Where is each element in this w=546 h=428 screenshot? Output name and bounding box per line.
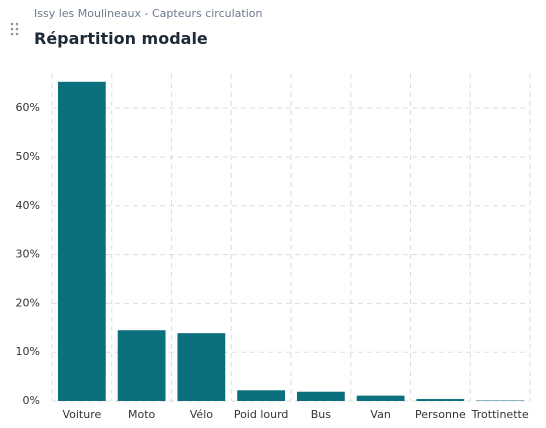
y-tick-label: 50% [16, 150, 40, 163]
y-tick-label: 0% [23, 394, 40, 407]
drag-handle[interactable] [10, 21, 20, 41]
y-tick-label: 40% [16, 199, 40, 212]
bar [177, 333, 226, 401]
y-tick-label: 60% [16, 101, 40, 114]
y-tick-label: 20% [16, 296, 40, 309]
x-tick-label: Trottinette [471, 408, 529, 421]
x-tick-label: Poid lourd [234, 408, 289, 421]
bar [416, 399, 465, 401]
x-tick-label: Bus [311, 408, 332, 421]
x-tick-label: Personne [415, 408, 466, 421]
subtitle: Issy les Moulineaux - Capteurs circulati… [34, 7, 263, 20]
y-tick-label: 30% [16, 248, 40, 261]
bar [296, 391, 345, 401]
x-tick-label: Voiture [62, 408, 101, 421]
chart-title: Répartition modale [34, 29, 208, 48]
bar [117, 330, 166, 401]
bar [356, 395, 405, 401]
x-tick-label: Moto [128, 408, 156, 421]
x-tick-label: Vélo [190, 408, 213, 421]
x-tick-label: Van [370, 408, 390, 421]
bar [57, 81, 106, 401]
bar [237, 390, 286, 401]
y-tick-label: 10% [16, 345, 40, 358]
